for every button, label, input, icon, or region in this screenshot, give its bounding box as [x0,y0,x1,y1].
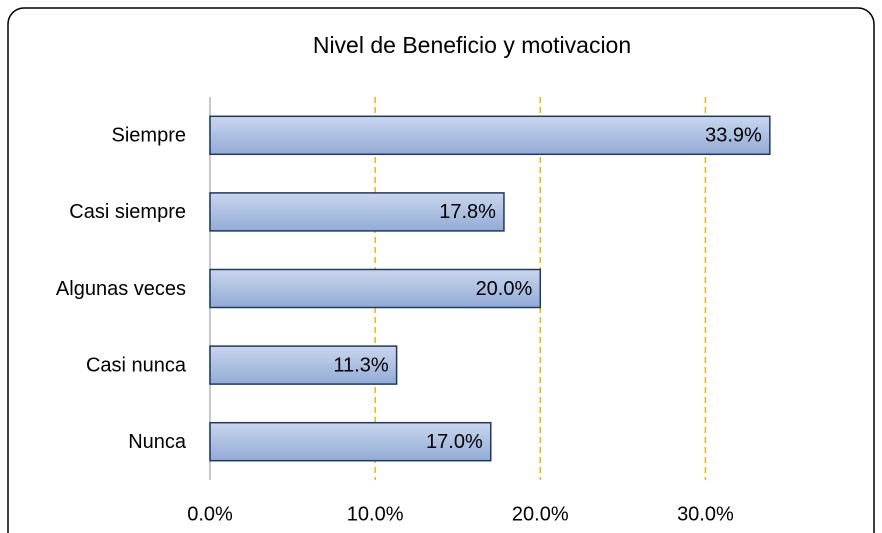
chart-title: Nivel de Beneficio y motivacion [313,32,631,58]
data-label: 17.8% [439,201,496,223]
x-tick-label: 30.0% [677,503,734,525]
data-label: 20.0% [476,278,533,300]
x-tick-label: 10.0% [347,503,404,525]
bar [209,421,492,462]
y-tick-label: Siempre [112,125,186,147]
bar [209,345,398,385]
bar [209,192,505,232]
y-tick-label: Casi nunca [86,354,187,376]
x-tick-label: 20.0% [512,503,569,525]
data-label: 17.0% [426,431,483,453]
x-tick-label: 0.0% [187,503,233,525]
data-label: 33.9% [705,125,762,147]
y-tick-label: Algunas veces [56,278,186,300]
y-tick-label: Nunca [128,431,187,453]
bar [209,268,542,309]
bar [209,115,771,156]
data-label: 11.3% [333,354,388,376]
y-tick-label: Casi siempre [69,201,186,223]
